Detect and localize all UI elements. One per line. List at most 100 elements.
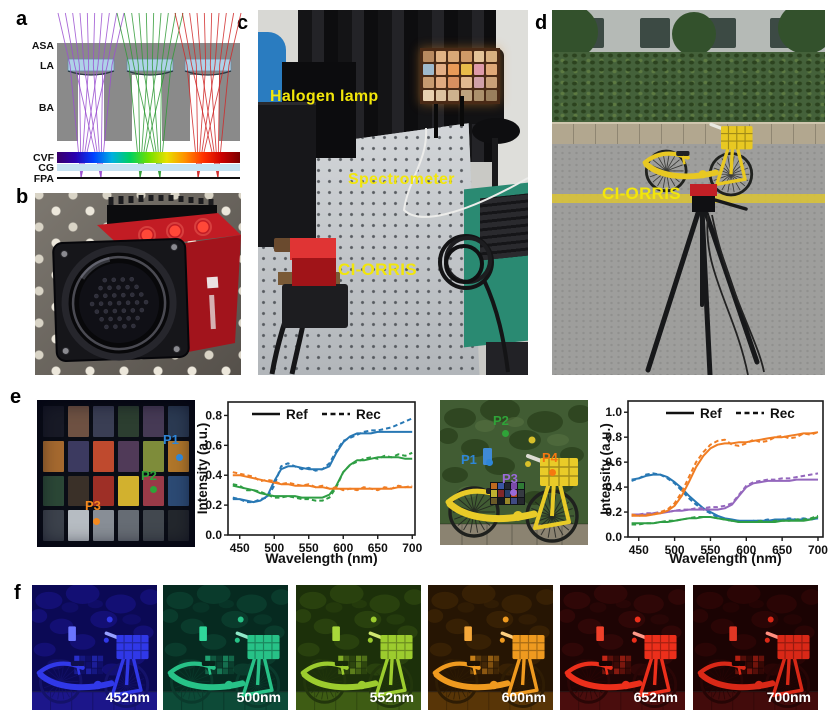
checker-cell (497, 483, 504, 490)
annotation-ci-orris-outdoor: CI-ORRIS (602, 184, 681, 203)
checker-patch (461, 77, 472, 88)
stool-leg (492, 138, 498, 196)
y-tick-label: 0.0 (205, 528, 222, 542)
aperture-array-dots (89, 277, 149, 330)
variable-filter-bar (57, 152, 240, 163)
label-asa: ASA (32, 40, 55, 52)
wavelength-label: 452nm (105, 689, 150, 705)
screws (60, 243, 181, 355)
series-p1-rec (232, 417, 413, 504)
color-patch (93, 406, 114, 437)
x-tick-label: 600 (333, 541, 353, 555)
checker-patch (435, 51, 447, 62)
wavelength-label: 652nm (633, 689, 678, 705)
x-tick-label: 700 (808, 543, 828, 557)
point-label-p1: P1 (163, 432, 179, 447)
brand-logo (206, 276, 219, 330)
x-tick-label: 550 (700, 543, 720, 557)
point-label-p3: P3 (502, 471, 518, 486)
band-tile-652nm: 652nm (560, 585, 685, 710)
lamp-power-box (258, 102, 316, 247)
checker-patch (423, 51, 434, 62)
point-dot-p2 (150, 486, 157, 493)
point-dot-p2 (502, 430, 509, 437)
color-patch (68, 510, 89, 541)
series-p2-rec (232, 451, 413, 502)
color-patch (168, 510, 189, 541)
color-patch (68, 440, 89, 472)
panel-letter-f: f (14, 582, 21, 604)
checker-cell (491, 490, 497, 497)
checker-patch (435, 77, 447, 88)
series-p4-ref (631, 431, 819, 517)
series-p3-ref (631, 478, 818, 516)
checker-cell (491, 497, 497, 504)
color-patch (143, 440, 164, 472)
road-yellow-line (552, 194, 825, 203)
building-window (640, 18, 670, 48)
x-tick-label: 500 (665, 543, 685, 557)
camera-leds (138, 218, 212, 244)
checker-patch (473, 51, 485, 62)
checker-cell (504, 497, 511, 504)
checker-patch (448, 64, 459, 75)
annotation-ci-orris: CI-ORRIS (338, 260, 417, 279)
lens-highlight (80, 256, 111, 280)
color-patch (43, 510, 64, 541)
checker-cell (504, 490, 511, 497)
camera-stage (282, 284, 348, 328)
series-p2-rec (631, 514, 819, 526)
label-la: LA (40, 60, 54, 72)
y-tick-label: 0.2 (605, 505, 622, 519)
color-patch (68, 475, 89, 507)
camera-photo (35, 193, 241, 375)
series-p1-rec (631, 472, 819, 523)
color-patch (168, 475, 189, 507)
checker-patch (461, 90, 472, 101)
checker-patch (486, 51, 497, 62)
chart-stand (460, 96, 464, 126)
checker-cell (518, 497, 524, 504)
lens-ring (71, 255, 167, 351)
checker-cell (497, 497, 504, 504)
x-tick-label: 450 (629, 543, 649, 557)
road (552, 144, 825, 375)
y-tick-label: 0.6 (205, 438, 222, 452)
y-axis-label: Intensity (a.u.) (598, 423, 613, 515)
panel-letter-c: c (237, 12, 249, 34)
wavelength-label: 552nm (369, 689, 414, 705)
y-tick-label: 0.6 (605, 455, 622, 469)
color-patch (43, 440, 64, 472)
checker-patch (473, 90, 485, 101)
panel-letter-a: a (16, 8, 28, 30)
white-cable (402, 127, 528, 218)
plot-frame (627, 400, 824, 538)
cable-coil (438, 234, 510, 373)
y-tick-label: 1.0 (605, 405, 622, 419)
y-tick-label: 0.4 (605, 480, 622, 494)
label-fpa: FPA (34, 173, 55, 185)
checker-patch (448, 77, 459, 88)
band-tile-552nm: 552nm (296, 585, 421, 710)
point-label-p1: P1 (461, 452, 477, 467)
series-p1-ref (232, 430, 413, 504)
checker-cell (518, 490, 524, 497)
point-label-p2: P2 (141, 468, 157, 483)
x-tick-label: 600 (736, 543, 756, 557)
x-tick-label: 500 (264, 541, 284, 555)
band-tile-452nm: 452nm (32, 585, 157, 710)
x-tick-label: 650 (368, 541, 388, 555)
checker-patch (461, 64, 472, 75)
point-dot-p1 (176, 454, 183, 461)
x-axis-label: Wavelength (nm) (265, 550, 377, 566)
chart-stand (434, 104, 438, 138)
color-patch (143, 406, 164, 437)
checker-patch (473, 77, 485, 88)
checker-patch (486, 77, 497, 88)
label-cg: CG (38, 162, 54, 174)
checker-patch (486, 90, 497, 101)
color-patch (43, 406, 64, 437)
tree (672, 12, 716, 56)
checker-patch (461, 51, 472, 62)
point-label-p4: P4 (542, 450, 558, 465)
